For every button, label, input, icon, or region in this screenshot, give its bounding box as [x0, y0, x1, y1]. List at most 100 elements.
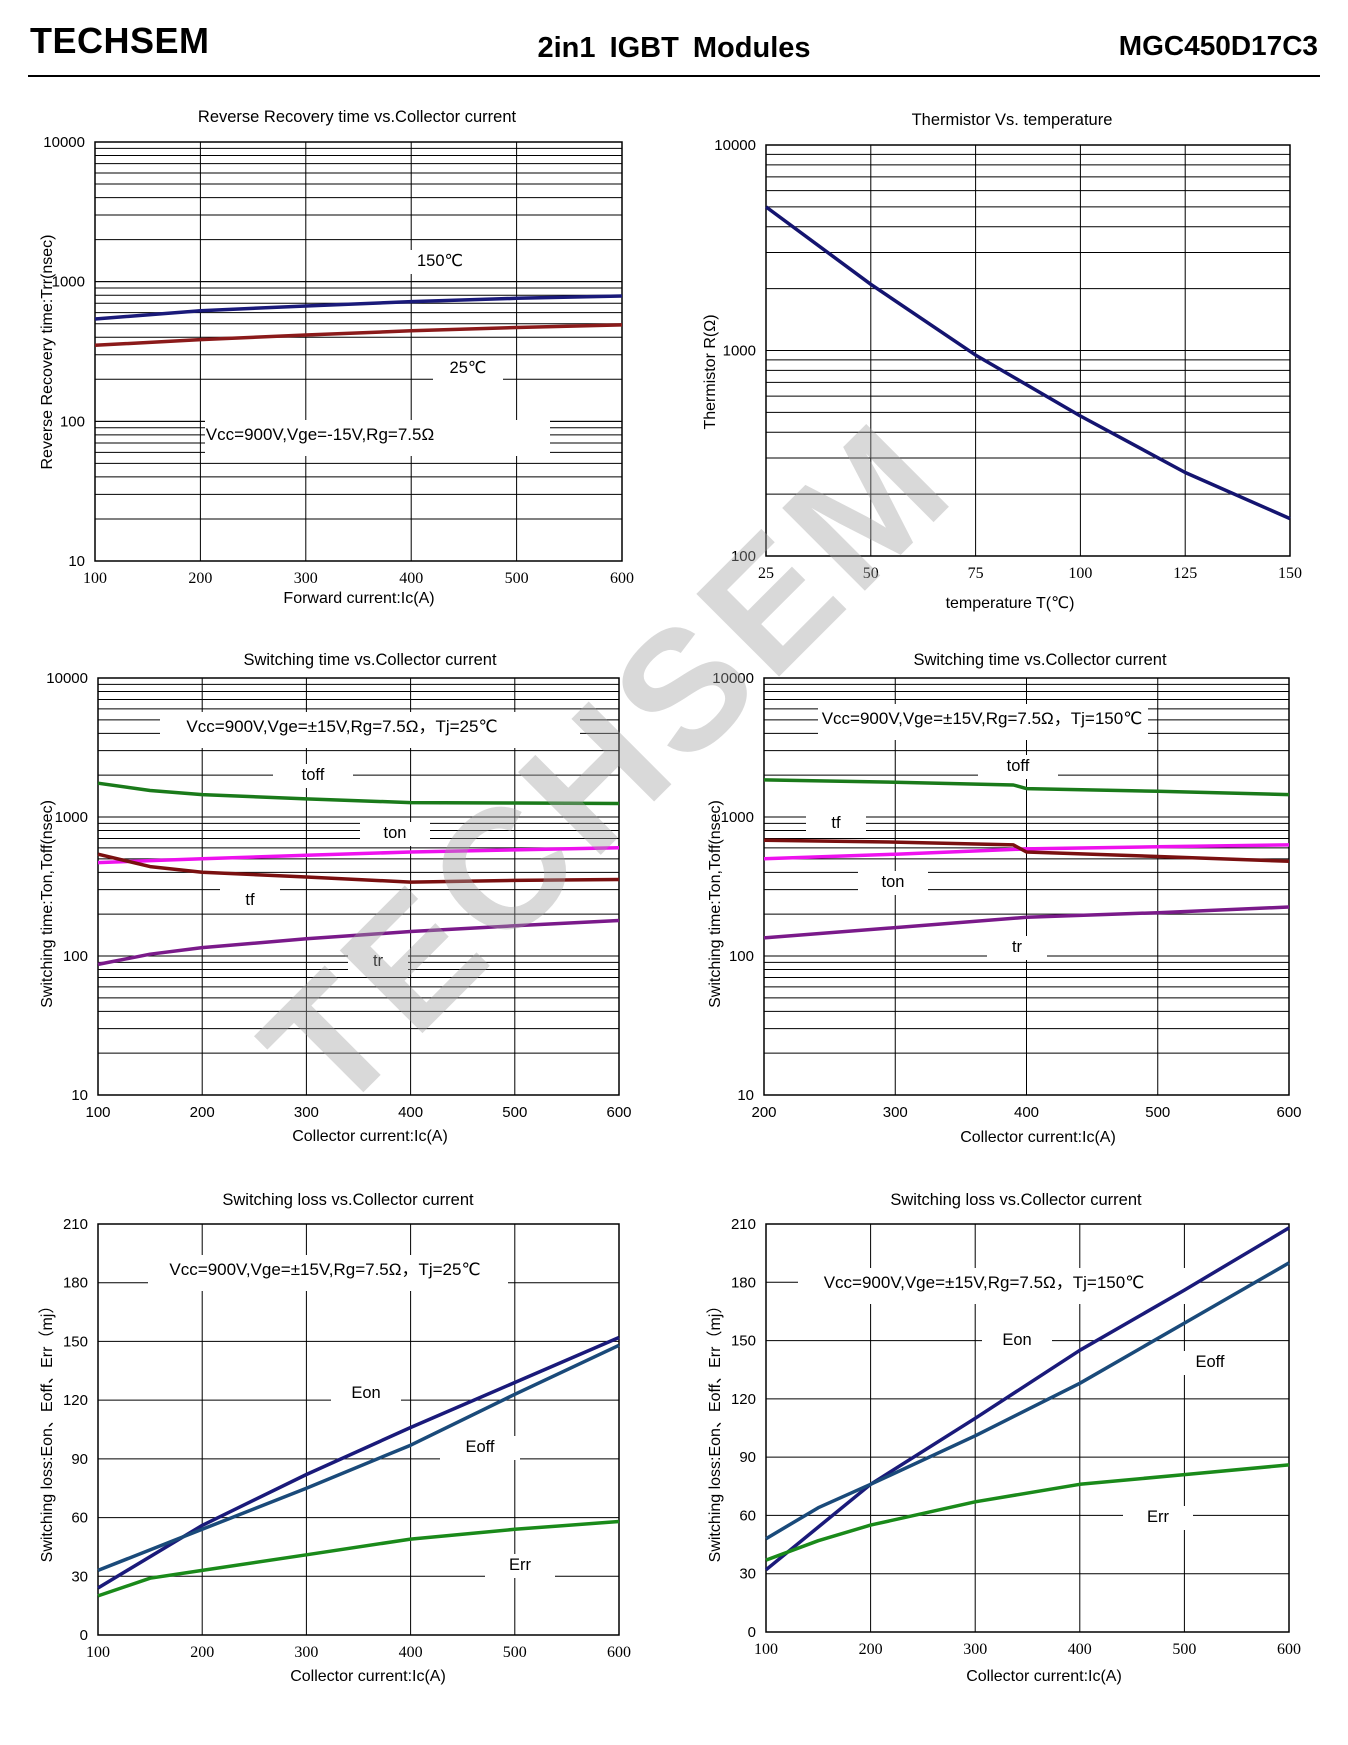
y-tick-label: 150 [63, 1333, 88, 1350]
series-label-bg [433, 357, 503, 381]
plot-frame [763, 677, 1290, 1096]
series-label: tf [831, 814, 841, 832]
x-tick-label: 600 [1276, 1104, 1301, 1121]
series-line-Eoff [97, 1343, 620, 1573]
series-line-ton [97, 846, 620, 865]
x-tick-label: 200 [751, 1104, 776, 1121]
series-line-150℃ [94, 294, 623, 321]
y-tick-label: 100 [729, 948, 754, 965]
series-label: tr [373, 952, 384, 970]
x-tick-label: 50 [863, 565, 879, 582]
y-tick-label: 210 [63, 1216, 88, 1233]
series-label: Eon [351, 1384, 380, 1402]
chart-grid [765, 144, 1291, 557]
chart-2: 25 50 75 100 125 150 100 1000 10000 Thermistor Vs… [702, 111, 1302, 612]
series-line-Eon [97, 1335, 620, 1590]
chart-annotation: Vcc=900V,Vge=-15V,Rg=7.5Ω [206, 425, 434, 444]
x-axis-label: Forward current:Ic(A) [283, 590, 434, 607]
x-tick-label: 400 [1068, 1641, 1092, 1658]
x-tick-label: 400 [398, 1104, 423, 1121]
y-tick-label: 10 [71, 1087, 88, 1104]
series-label-bg [348, 950, 408, 974]
brand-logo: TECHSEM [30, 20, 210, 61]
y-axis-label: Switching loss:Eon、Eoff、Err（mj） [706, 1298, 724, 1563]
series-label: tf [245, 891, 255, 909]
series-label-bg [331, 1382, 401, 1406]
y-tick-label: 150 [731, 1333, 756, 1350]
x-tick-label: 400 [399, 570, 423, 587]
chart-annotation: Vcc=900V,Vge=±15V,Rg=7.5Ω，Tj=150℃ [824, 1273, 1145, 1292]
plot-frame [97, 1223, 620, 1636]
chart-title: Switching time vs.Collector current [913, 651, 1166, 669]
chart-annotation: Vcc=900V,Vge=±15V,Rg=7.5Ω，Tj=25℃ [186, 717, 497, 736]
annotation-box [148, 1255, 508, 1291]
y-tick-label: 1000 [721, 809, 754, 826]
y-tick-label: 1000 [723, 343, 756, 360]
y-tick-label: 90 [71, 1451, 88, 1468]
series-line-ton [763, 843, 1290, 861]
x-tick-label: 150 [1278, 565, 1302, 582]
annotation-box [818, 704, 1148, 740]
series-line-Eoff [765, 1261, 1290, 1541]
series-line-Eon [764, 1226, 1290, 1572]
x-tick-label: 500 [505, 570, 529, 587]
x-tick-label: 500 [503, 1644, 527, 1661]
y-tick-label: 100 [731, 548, 756, 565]
series-line-toff [97, 781, 620, 806]
series-label-bg [858, 871, 928, 895]
page-header: TECHSEM 2in1 IGBT Modules MGC450D17C3 [0, 0, 1348, 80]
series-line-25℃ [94, 323, 623, 348]
x-tick-label: 300 [294, 570, 318, 587]
series-label-bg [400, 250, 480, 274]
series-label: ton [882, 873, 905, 891]
series-label-bg [1170, 1351, 1250, 1375]
x-axis-label: Collector current:Ic(A) [966, 1668, 1122, 1685]
plot-frame [97, 677, 620, 1096]
y-tick-label: 60 [739, 1507, 756, 1524]
chart-title: Switching loss vs.Collector current [890, 1191, 1142, 1209]
y-axis-label: Switching time:Ton,Toff(nsec) [39, 800, 56, 1008]
series-line-tr [763, 905, 1290, 940]
series-label-bg [982, 1329, 1052, 1353]
y-axis-label: Thermistor R(Ω) [702, 314, 719, 429]
chart-title: Switching time vs.Collector current [243, 651, 496, 669]
x-tick-label: 300 [883, 1104, 908, 1121]
series-label-bg [273, 764, 353, 788]
chart-1: 150℃ 25℃ Vcc=900V,Vge=-15V,Rg=7.5Ω 100 200 30… [39, 108, 634, 607]
y-tick-label: 10000 [43, 134, 85, 151]
x-tick-label: 75 [968, 565, 984, 582]
y-tick-label: 180 [63, 1275, 88, 1292]
x-tick-label: 400 [1014, 1104, 1039, 1121]
y-tick-label: 1000 [55, 809, 88, 826]
series-label: tr [1012, 938, 1023, 956]
plot-frame [765, 144, 1291, 557]
y-tick-label: 30 [739, 1566, 756, 1583]
series-label-bg [978, 755, 1058, 779]
x-tick-label: 600 [607, 1644, 631, 1661]
y-tick-label: 0 [80, 1627, 88, 1644]
y-tick-label: 30 [71, 1568, 88, 1585]
series-label: 25℃ [450, 359, 487, 377]
y-tick-label: 1000 [52, 274, 85, 291]
y-tick-label: 90 [739, 1449, 756, 1466]
series-line-Err [765, 1463, 1290, 1562]
header-divider [28, 75, 1320, 77]
series-label: Eon [1002, 1331, 1031, 1349]
series-line-tf [763, 838, 1290, 864]
y-axis-label: Switching loss:Eon、Eoff、Err（mj） [38, 1298, 56, 1563]
document-title: 2in1 IGBT Modules [537, 32, 811, 64]
x-tick-label: 100 [85, 1104, 110, 1121]
series-line-curve [764, 205, 1291, 521]
series-line-Err [97, 1519, 620, 1598]
series-line-tr [97, 918, 620, 967]
x-tick-label: 200 [190, 1644, 214, 1661]
chart-annotation: Vcc=900V,Vge=±15V,Rg=7.5Ω，Tj=150℃ [822, 709, 1143, 728]
chart-title: Reverse Recovery time vs.Collector curre… [198, 108, 517, 126]
series-label: toff [302, 766, 325, 784]
y-tick-label: 10 [737, 1087, 754, 1104]
x-tick-label: 25 [758, 565, 774, 582]
plot-frame [765, 1223, 1290, 1633]
chart-title: Switching loss vs.Collector current [222, 1191, 474, 1209]
x-tick-label: 600 [606, 1104, 631, 1121]
